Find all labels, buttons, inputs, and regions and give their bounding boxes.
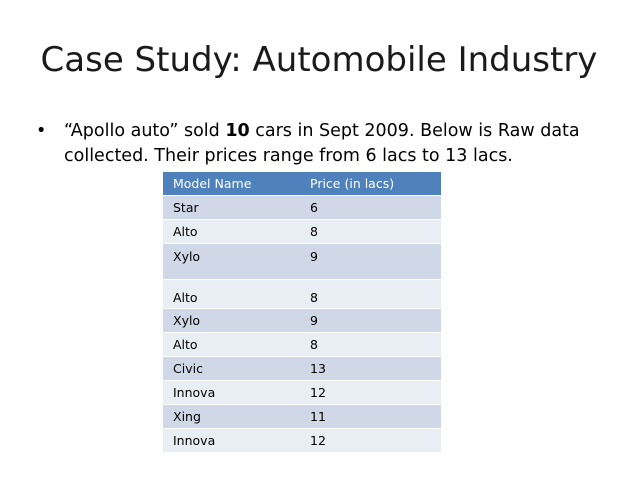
cell-model: Xylo: [163, 308, 300, 333]
header-price: Price (in lacs): [300, 172, 441, 196]
cell-price: 9: [300, 243, 441, 280]
cell-model: Star: [163, 195, 300, 220]
cell-model: Alto: [163, 332, 300, 357]
table-row: Star 6: [163, 195, 441, 220]
slide-title: Case Study: Automobile Industry: [40, 40, 598, 80]
cell-price: 9: [300, 308, 441, 333]
table-row: Civic 13: [163, 356, 441, 381]
cell-model: Civic: [163, 356, 300, 381]
header-model-name: Model Name: [163, 172, 300, 196]
table-row: Xylo 9: [163, 308, 441, 333]
cell-model: Alto: [163, 219, 300, 244]
cell-model: Innova: [163, 380, 300, 405]
cell-price: 8: [300, 279, 441, 309]
bullet-text: “Apollo auto” sold 10 cars in Sept 2009.…: [36, 119, 616, 169]
cell-model: Xing: [163, 404, 300, 429]
table-row: Alto 8: [163, 219, 441, 244]
bullet-point: • “Apollo auto” sold 10 cars in Sept 200…: [36, 119, 616, 169]
table-row: Alto 8: [163, 332, 441, 357]
table-row: Xylo 9: [163, 243, 441, 280]
cell-price: 12: [300, 428, 441, 453]
table-header-row: Model Name Price (in lacs): [163, 172, 441, 196]
cell-price: 6: [300, 195, 441, 220]
cell-price: 8: [300, 332, 441, 357]
bullet-icon: •: [36, 121, 47, 141]
cell-model: Innova: [163, 428, 300, 453]
table-row: Innova 12: [163, 428, 441, 453]
cell-model: Alto: [163, 279, 300, 309]
bullet-text-part2: cars in Sept 2009. Below is Raw data col…: [64, 121, 580, 166]
cell-model: Xylo: [163, 243, 300, 280]
bullet-text-part1: “Apollo auto” sold: [64, 121, 226, 141]
table-row: Xing 11: [163, 404, 441, 429]
table-row: Alto 8: [163, 279, 441, 309]
price-table: Model Name Price (in lacs) Star 6 Alto 8…: [163, 172, 441, 453]
cell-price: 13: [300, 356, 441, 381]
cell-price: 12: [300, 380, 441, 405]
bullet-text-bold-count: 10: [225, 121, 250, 141]
cell-price: 11: [300, 404, 441, 429]
cell-price: 8: [300, 219, 441, 244]
table-row: Innova 12: [163, 380, 441, 405]
